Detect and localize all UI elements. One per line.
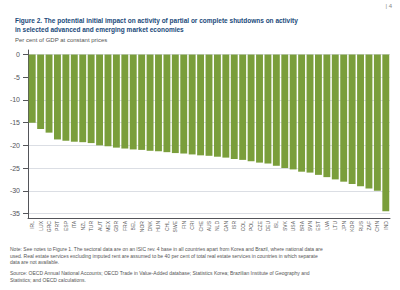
svg-text:LUX: LUX [38, 220, 44, 230]
svg-text:CAN: CAN [223, 221, 229, 232]
svg-text:CHE: CHE [198, 220, 204, 231]
svg-text:CZE: CZE [257, 220, 263, 231]
svg-text:BEL: BEL [130, 221, 136, 231]
svg-text:DNK: DNK [147, 220, 153, 231]
svg-text:ISL: ISL [273, 221, 279, 229]
svg-text:Note: See notes to Figure 1. T: Note: See notes to Figure 1. The sectora… [10, 246, 323, 252]
svg-text:ZAF: ZAF [366, 221, 372, 230]
svg-text:NLD: NLD [214, 221, 220, 231]
svg-text:AUS: AUS [206, 220, 212, 231]
svg-text:ISR: ISR [231, 221, 237, 230]
svg-text:-10: -10 [10, 96, 20, 103]
svg-text:Source: OECD Annual National A: Source: OECD Annual National Accounts; O… [10, 270, 310, 276]
svg-text:KOR: KOR [349, 221, 355, 232]
svg-text:used. Real estate services exc: used. Real estate services excluding imp… [10, 253, 318, 259]
svg-text:EST: EST [315, 221, 321, 231]
svg-text:SVK: SVK [282, 220, 288, 231]
svg-text:-30: -30 [10, 187, 20, 194]
svg-text:LTU: LTU [332, 221, 338, 230]
svg-text:AUT: AUT [97, 221, 103, 231]
svg-text:COL: COL [240, 221, 246, 232]
svg-text:BRA: BRA [299, 220, 305, 231]
svg-text:MEX: MEX [105, 220, 111, 232]
svg-text:Statistics; and OECD calculati: Statistics; and OECD calculations. [10, 277, 86, 283]
svg-text:CRI: CRI [189, 221, 195, 230]
svg-text:Per cent of GDP at constant pr: Per cent of GDP at constant prices [15, 37, 107, 43]
svg-text:PRT: PRT [54, 221, 60, 231]
svg-text:LVA: LVA [324, 220, 330, 229]
svg-text:ESP: ESP [63, 220, 69, 231]
svg-text:| 4: | 4 [385, 3, 392, 9]
svg-text:IND: IND [383, 221, 389, 230]
svg-text:data are not available.: data are not available. [10, 259, 59, 265]
svg-text:CHL: CHL [164, 221, 170, 231]
svg-text:in selected advanced and emerg: in selected advanced and emerging market… [15, 26, 184, 34]
svg-text:NZL: NZL [80, 221, 86, 231]
svg-text:SWE: SWE [172, 220, 178, 232]
svg-text:Figure 2. The potential initia: Figure 2. The potential initial impact o… [15, 17, 298, 25]
svg-text:-35: -35 [10, 210, 20, 217]
svg-text:DEU: DEU [265, 221, 271, 232]
svg-text:CHN: CHN [374, 221, 380, 232]
svg-text:-15: -15 [10, 119, 20, 126]
svg-text:-25: -25 [10, 165, 20, 172]
svg-text:USA: USA [290, 220, 296, 231]
svg-text:HUN: HUN [155, 221, 161, 232]
svg-text:-20: -20 [10, 142, 20, 149]
svg-text:IRL: IRL [29, 221, 35, 229]
svg-text:RUS: RUS [358, 220, 364, 231]
svg-text:TUR: TUR [88, 221, 94, 232]
svg-text:SVN: SVN [307, 221, 313, 232]
svg-text:NOR: NOR [139, 221, 145, 233]
svg-text:JPN: JPN [341, 221, 347, 231]
svg-text:FIN: FIN [181, 221, 187, 229]
svg-text:GRC: GRC [46, 221, 52, 233]
svg-text:ITA: ITA [71, 220, 77, 228]
svg-text:POL: POL [248, 221, 254, 231]
svg-text:FRA: FRA [122, 220, 128, 231]
svg-text:GBR: GBR [113, 221, 119, 232]
svg-text:0: 0 [16, 51, 20, 58]
svg-text:-5: -5 [14, 74, 20, 81]
